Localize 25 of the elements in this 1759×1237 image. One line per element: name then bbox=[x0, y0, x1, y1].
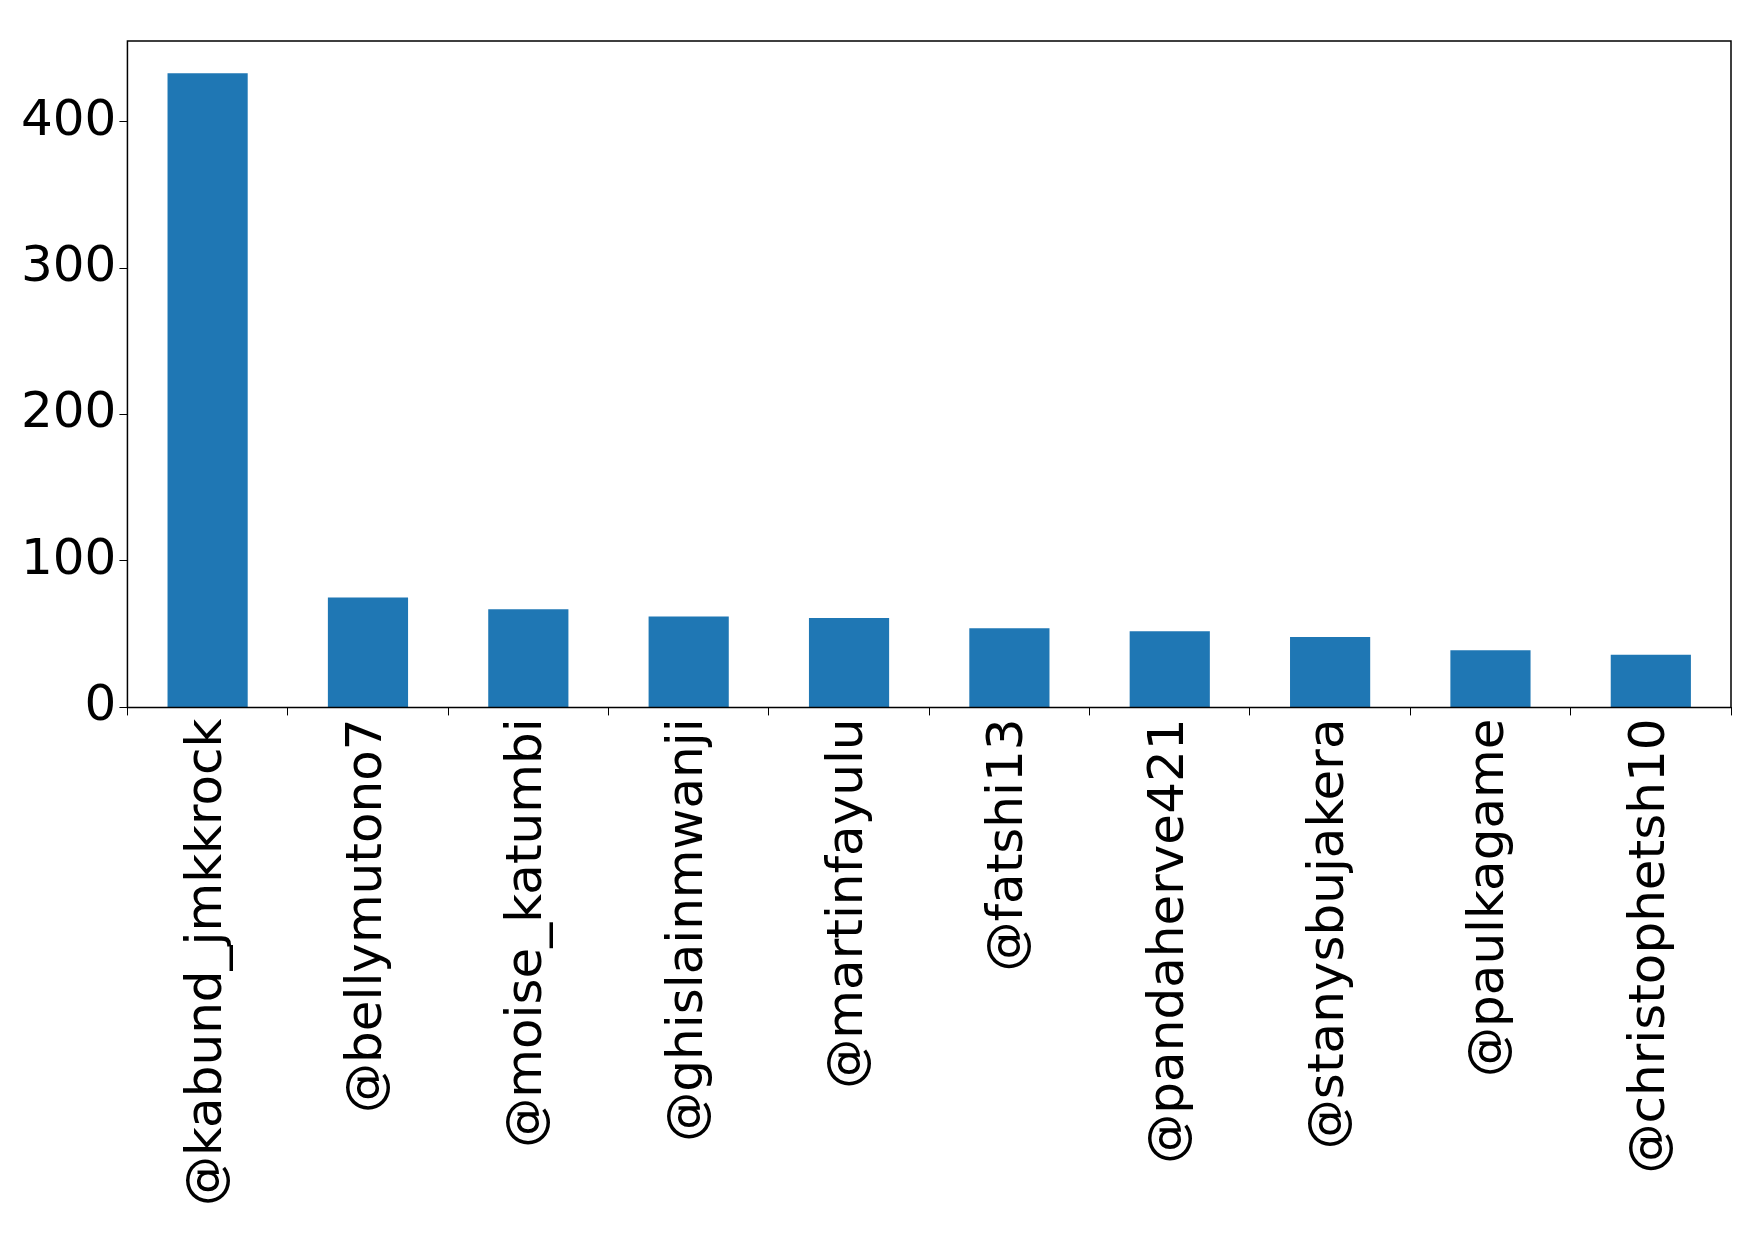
bar bbox=[488, 609, 569, 707]
x-tick-label: @christophetsh10 bbox=[1617, 718, 1676, 1174]
x-tick-label: @ghislainmwanji bbox=[655, 718, 714, 1142]
bar bbox=[969, 628, 1050, 707]
x-tick-label: @fatshi13 bbox=[976, 718, 1035, 972]
x-tick-label: @martinfayulu bbox=[816, 718, 875, 1089]
bar bbox=[1610, 654, 1691, 707]
y-tick-label: 0 bbox=[84, 674, 117, 733]
bar bbox=[1129, 631, 1210, 707]
bar bbox=[648, 616, 729, 707]
x-tick-label: @moise_katumbi bbox=[495, 718, 554, 1148]
bar bbox=[1450, 650, 1531, 707]
x-tick-label: @paulkagame bbox=[1457, 718, 1516, 1077]
y-tick-label: 300 bbox=[21, 235, 117, 294]
x-tick-label: @pandaherve421 bbox=[1136, 718, 1195, 1164]
bar bbox=[808, 618, 890, 707]
bar bbox=[167, 73, 248, 707]
y-tick-label: 200 bbox=[21, 381, 117, 440]
x-tick-label: @bellymutono7 bbox=[334, 718, 393, 1113]
bar bbox=[327, 597, 409, 707]
y-tick-label: 100 bbox=[21, 527, 117, 586]
x-tick-label: @kabund_jmkkrock bbox=[174, 718, 233, 1206]
x-tick-label: @stanysbujakera bbox=[1297, 718, 1356, 1150]
bar bbox=[1290, 637, 1371, 707]
y-tick-label: 400 bbox=[21, 88, 117, 147]
